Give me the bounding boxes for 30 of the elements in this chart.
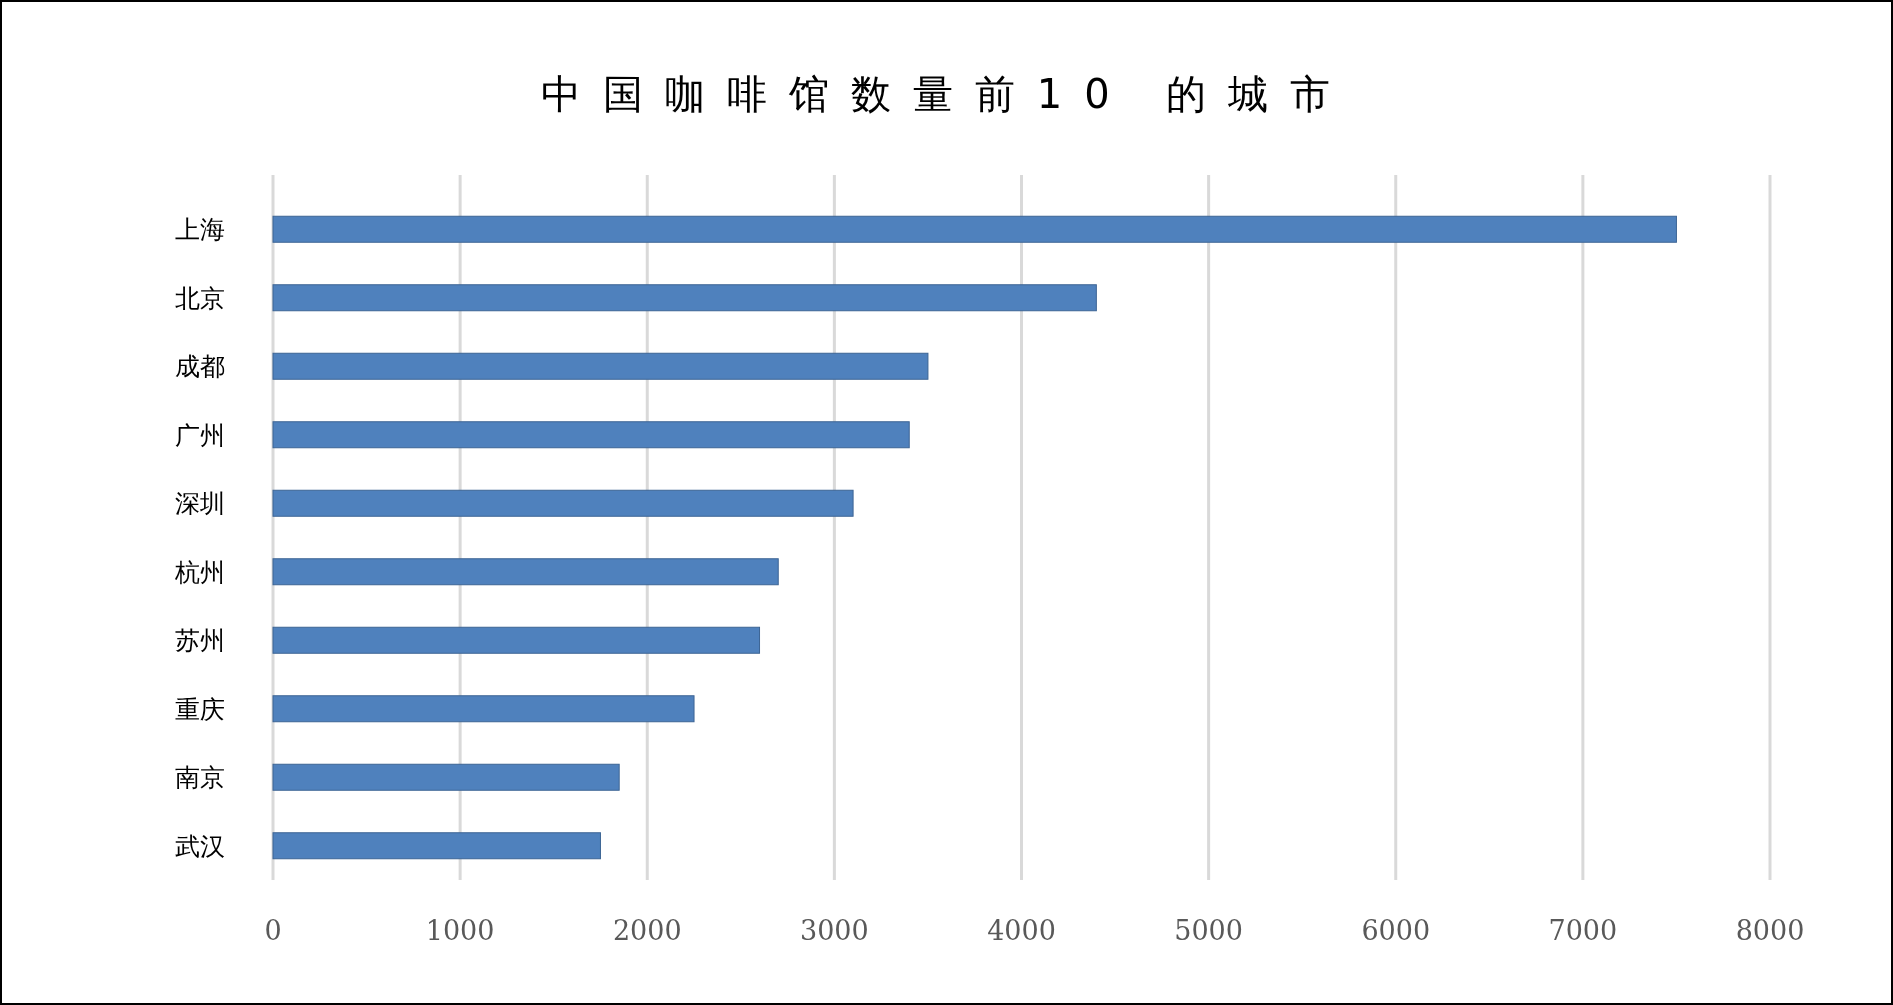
bar <box>272 284 1097 312</box>
x-tick-label: 3000 <box>800 915 869 946</box>
y-tick-label: 深圳 <box>175 489 225 519</box>
bar <box>272 215 1677 243</box>
y-tick-label: 南京 <box>175 763 225 793</box>
x-tick-label: 7000 <box>1548 915 1618 946</box>
chart-title: 中国咖啡馆数量前10 的城市 <box>540 71 1353 117</box>
y-tick-label: 上海 <box>175 215 225 245</box>
x-tick-label: 1000 <box>425 915 495 946</box>
y-tick-label: 广州 <box>175 420 225 450</box>
bar <box>272 832 601 860</box>
x-tick-label: 5000 <box>1174 915 1243 946</box>
x-tick-label: 4000 <box>987 915 1056 946</box>
y-tick-label: 武汉 <box>175 831 225 861</box>
x-tick-label: 2000 <box>612 915 682 946</box>
y-tick-label: 重庆 <box>175 694 225 724</box>
bar <box>272 558 779 586</box>
bar <box>272 763 620 791</box>
bar <box>272 489 854 517</box>
bar <box>272 421 910 449</box>
bar <box>272 352 929 380</box>
x-tick-label: 8000 <box>1735 915 1805 946</box>
y-tick-label: 杭州 <box>174 557 225 587</box>
bar <box>272 626 761 654</box>
x-tick-label: 0 <box>264 915 282 946</box>
y-tick-label: 北京 <box>175 283 225 313</box>
y-tick-label: 成都 <box>175 352 225 382</box>
y-tick-label: 苏州 <box>175 626 225 656</box>
x-tick-label: 6000 <box>1361 915 1431 946</box>
bar <box>272 695 695 723</box>
